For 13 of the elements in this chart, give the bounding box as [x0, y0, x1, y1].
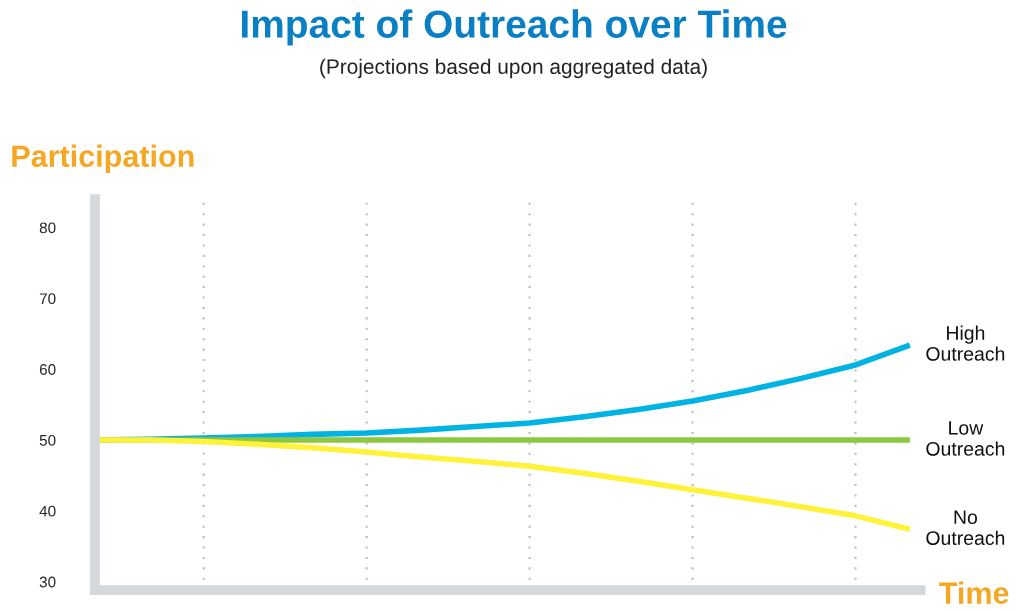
x-axis-title: Time — [939, 581, 1009, 604]
y-tick-label: 40 — [39, 505, 56, 517]
series-label: Low Outreach — [926, 421, 1005, 456]
y-tick-label: 70 — [39, 293, 56, 305]
y-tick-label: 30 — [39, 576, 56, 588]
y-tick-label: 60 — [39, 364, 56, 375]
chart-title: Impact of Outreach over Time — [242, 9, 787, 46]
chart-subtitle: (Projections based upon aggregated data) — [320, 58, 707, 79]
series-label: No Outreach — [926, 510, 1005, 545]
y-axis-title: Participation — [12, 144, 194, 174]
series-label: High Outreach — [926, 325, 1005, 361]
y-tick-label: 50 — [39, 434, 56, 446]
y-tick-label: 80 — [39, 222, 56, 234]
